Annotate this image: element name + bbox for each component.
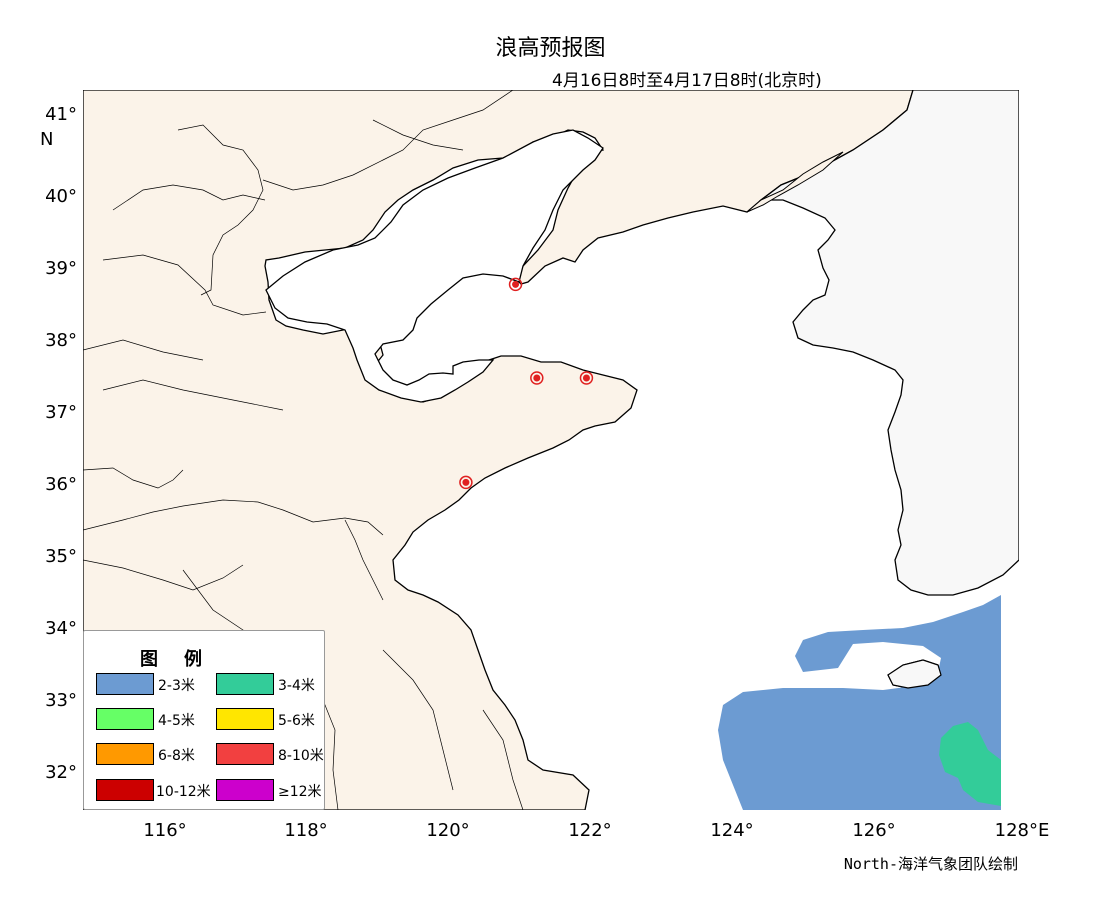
legend-swatch [216, 673, 274, 695]
lat-label-41: 41° [45, 104, 77, 125]
lat-label-38: 38° [45, 330, 77, 351]
station-marker-ring [508, 277, 523, 292]
legend-item-10-12m: 10-12米 [96, 779, 216, 803]
legend-swatch [96, 779, 154, 801]
legend-item-6-8m: 6-8米 [96, 743, 216, 767]
legend-label: 5-6米 [278, 713, 315, 729]
credit-text: North-海洋气象团队绘制 [843, 855, 1018, 873]
forecast-period: 4月16日8时至4月17日8时(北京时) [552, 71, 822, 91]
station-marker [533, 374, 541, 382]
map-title: 浪高预报图 [495, 36, 606, 61]
legend-item-4-5m: 4-5米 [96, 708, 216, 732]
lon-label-118: 118° [284, 820, 328, 841]
wave-zone-2-3m [718, 595, 1001, 810]
lon-label-128: 128°E [994, 820, 1050, 841]
lat-unit-label: N [40, 129, 54, 150]
lat-label-37: 37° [45, 402, 77, 423]
lat-label-39: 39° [45, 258, 77, 279]
legend-swatch [216, 779, 274, 801]
lat-label-40: 40° [45, 186, 77, 207]
liaoning-east-land [746, 151, 844, 213]
bohai-sea [265, 129, 604, 403]
legend-swatch [216, 743, 274, 765]
legend-swatch [96, 743, 154, 765]
stations-layer [459, 277, 594, 490]
jeju-outline [887, 659, 942, 689]
lon-label-122: 122° [568, 820, 612, 841]
legend-item-5-6m: 5-6米 [216, 708, 336, 732]
lat-label-36: 36° [45, 474, 77, 495]
legend-label: 2-3米 [158, 678, 195, 694]
lon-label-120: 120° [426, 820, 470, 841]
legend-item-over-12m: ≥12米 [216, 779, 336, 803]
legend-label: 4-5米 [158, 713, 195, 729]
legend-title: 图例 [140, 649, 228, 670]
lon-label-126: 126° [852, 820, 896, 841]
station-marker-ring [530, 371, 544, 385]
lat-label-35: 35° [45, 546, 77, 567]
legend-swatch [96, 673, 154, 695]
legend-item-2-3m: 2-3米 [96, 673, 216, 697]
station-marker [582, 374, 590, 382]
station-marker-ring [579, 371, 594, 385]
legend-label: 8-10米 [278, 748, 324, 764]
legend-item-3-4m: 3-4米 [216, 673, 336, 697]
lat-label-34: 34° [45, 618, 77, 639]
legend-label: 3-4米 [278, 678, 315, 694]
legend-label: 6-8米 [158, 748, 195, 764]
legend-item-8-10m: 8-10米 [216, 743, 336, 767]
legend: 图例 2-3米 3-4米 4-5米 5-6米 6-8米 8-10米 10-12米… [83, 630, 325, 810]
station-marker [462, 478, 470, 486]
legend-swatch [96, 708, 154, 730]
legend-swatch [216, 708, 274, 730]
station-marker [512, 280, 520, 288]
korea-land [759, 90, 1019, 596]
station-marker-ring [459, 475, 473, 490]
legend-label: ≥12米 [278, 784, 322, 800]
lat-label-33: 33° [45, 690, 77, 711]
lon-label-124: 124° [710, 820, 754, 841]
legend-label: 10-12米 [156, 784, 211, 800]
lon-label-116: 116° [143, 820, 187, 841]
wave-zone-3-4m [939, 722, 1001, 806]
lat-label-32: 32° [45, 762, 77, 783]
